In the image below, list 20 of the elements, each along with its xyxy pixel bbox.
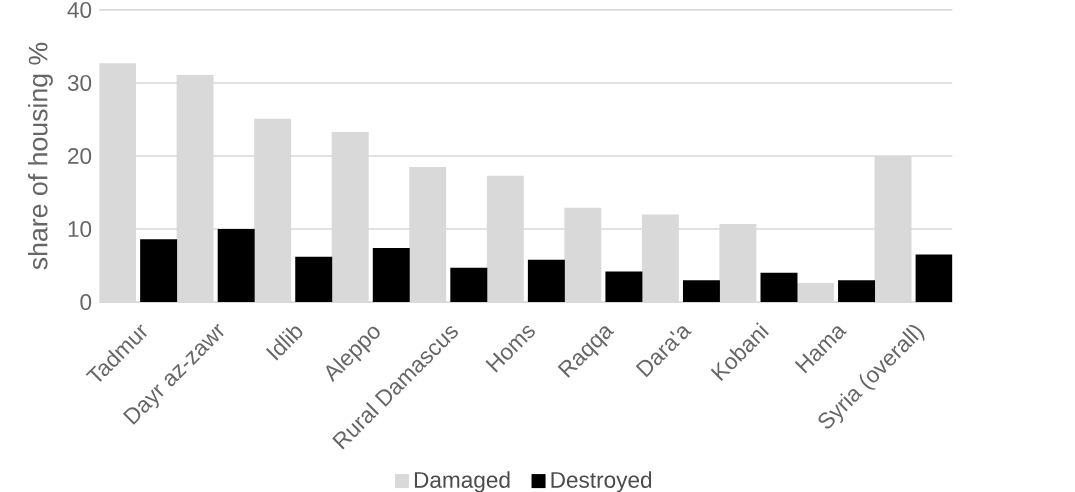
legend-label: Destroyed <box>551 471 652 492</box>
y-tick-label: 0 <box>80 294 92 311</box>
bar <box>838 280 876 303</box>
bar <box>760 272 798 303</box>
bar <box>372 248 410 303</box>
y-tick-label: 40 <box>67 2 92 18</box>
bar <box>605 271 643 303</box>
bar <box>527 259 565 303</box>
x-tick-label: Idlib <box>265 326 303 361</box>
bar <box>682 280 720 303</box>
y-tick-label: 10 <box>68 221 92 238</box>
bar <box>450 267 488 303</box>
bar <box>140 239 178 303</box>
y-tick-label: 30 <box>67 75 92 91</box>
bar <box>217 229 255 303</box>
bar <box>915 254 953 303</box>
y-axis-title: share of housing % <box>27 42 53 270</box>
legend-label: Damaged <box>414 471 510 492</box>
y-tick-label: 20 <box>68 148 92 165</box>
bar <box>295 256 333 303</box>
